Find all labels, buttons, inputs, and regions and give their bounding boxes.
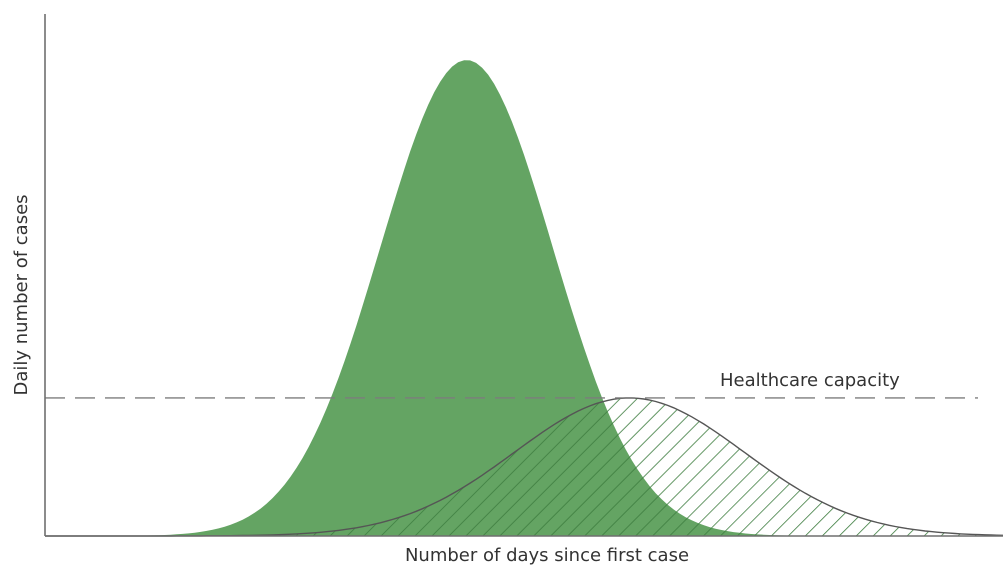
flattened-curve-with-measures bbox=[45, 398, 1003, 536]
healthcare-capacity-label: Healthcare capacity bbox=[720, 370, 900, 391]
x-axis-label: Number of days since first case bbox=[405, 545, 689, 565]
peak-curve-without-measures bbox=[45, 60, 1003, 536]
y-axis-label: Daily number of cases bbox=[11, 194, 32, 395]
